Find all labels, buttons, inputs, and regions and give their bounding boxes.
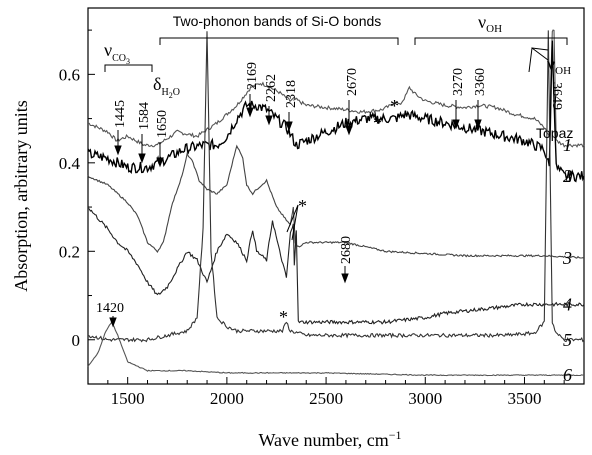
asterisk-marker: * (298, 196, 307, 216)
peak-label-2262: 2262 (264, 74, 279, 102)
peak-label-3360: 3360 (473, 68, 488, 96)
peak-label-3270: 3270 (451, 68, 466, 96)
annotation-nu-oh-top: νOH (478, 12, 502, 35)
peak-label-3649: 3649 (549, 82, 564, 110)
y-tick-label: 0.4 (59, 154, 81, 173)
y-tick-label: 0 (72, 331, 81, 350)
peak-arrows (109, 94, 482, 328)
peak-label-1584: 1584 (137, 102, 152, 130)
series-number-label: 2 (563, 166, 572, 186)
x-tick-label: 2000 (210, 389, 244, 408)
x-axis-label: Wave number, cm−1 (258, 428, 401, 450)
axis-layer: 1500 2000 2500 3000 3500 0 0.2 0.4 0.6 (59, 29, 585, 408)
sample-label: Topaz (536, 125, 573, 141)
x-tick-label: 1500 (111, 389, 145, 408)
x-tick-label: 2500 (309, 389, 343, 408)
y-axis-label: Absorption, arbitrary units (11, 100, 31, 291)
peak-label-1420: 1420 (96, 301, 124, 316)
asterisk-marker: * (390, 96, 399, 116)
annotation-two-phonon: Two-phonon bands of Si-O bonds (173, 13, 382, 29)
series-number-label: 3 (562, 248, 572, 268)
series-number-label: 1 (563, 135, 572, 155)
bracket-nu-oh (414, 37, 568, 45)
series-line-2 (87, 40, 585, 183)
bracket-nu-co3 (104, 64, 153, 72)
annotation-nu-oh-right: νOH (547, 54, 571, 77)
series-number-label: 4 (563, 294, 572, 314)
peak-label-2680: 2680 (339, 236, 354, 264)
plot-frame (87, 7, 585, 385)
peak-label-2318: 2318 (284, 80, 299, 108)
bracket-two-phonon (159, 37, 399, 45)
series-labels: 1 2 3 4 5 6 (562, 135, 572, 385)
x-tick-label: 3000 (408, 389, 442, 408)
asterisk-marker: * (279, 307, 288, 327)
peak-label-2169: 2169 (245, 62, 260, 90)
nu-oh-pointer (528, 47, 549, 73)
y-tick-label: 0.2 (59, 242, 80, 261)
asterisk-pointer (286, 204, 299, 241)
series-line-5 (87, 30, 585, 343)
series-line-6 (87, 321, 585, 377)
peak-label-1445: 1445 (113, 100, 128, 128)
peak-label-2670: 2670 (345, 68, 360, 96)
series-number-label: 5 (563, 330, 572, 350)
peak-label-1650: 1650 (155, 110, 170, 138)
series-number-label: 6 (563, 365, 572, 385)
series-layer (87, 29, 585, 377)
y-tick-label: 0.6 (59, 65, 80, 84)
x-tick-label: 3500 (507, 389, 541, 408)
series-line-4 (87, 207, 585, 325)
annotation-nu-co3: νCO3 (104, 40, 130, 66)
x-axis-label-text: Wave number, cm (258, 430, 388, 450)
series-line-3 (87, 144, 585, 259)
series-line-1 (87, 29, 585, 148)
x-axis-label-unit: −1 (389, 428, 402, 442)
annotation-delta-h2o: δH2O (153, 74, 180, 100)
asterisk-marker: * (373, 113, 382, 133)
